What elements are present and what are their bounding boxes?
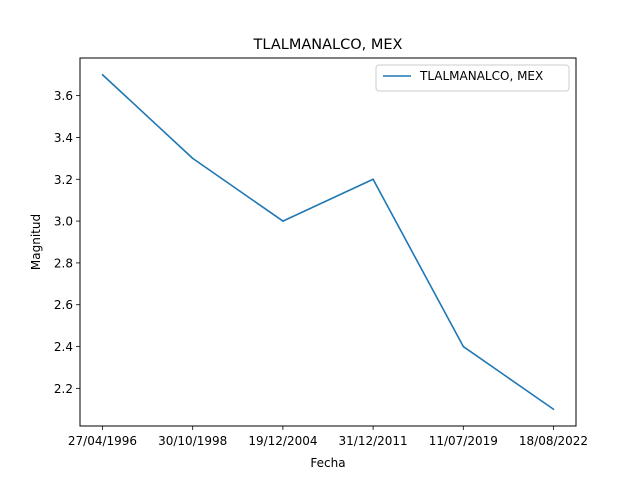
chart-title: TLALMANALCO, MEX xyxy=(253,37,403,53)
x-axis-label: Fecha xyxy=(310,456,345,470)
y-tick-label: 3.0 xyxy=(54,215,73,229)
x-tick-label: 18/08/2022 xyxy=(519,434,588,448)
x-tick-label: 30/10/1998 xyxy=(158,434,227,448)
data-point xyxy=(191,157,194,160)
data-point xyxy=(282,220,284,222)
data-point xyxy=(552,408,555,411)
y-tick-label: 2.6 xyxy=(54,298,73,312)
y-tick-label: 2.4 xyxy=(54,340,73,354)
y-axis: 2.2 2.4 2.6 2.8 3.0 3.2 3.4 3.6 xyxy=(54,89,80,396)
x-axis: 27/04/1996 30/10/1998 19/12/2004 31/12/2011… xyxy=(68,426,588,448)
data-point xyxy=(462,345,465,348)
axes-frame xyxy=(79,57,577,427)
x-tick-label: 31/12/2011 xyxy=(339,434,408,448)
y-tick-label: 2.2 xyxy=(54,382,73,396)
y-tick-label: 2.8 xyxy=(54,256,73,270)
legend-entry-label: TLALMANALCO, MEX xyxy=(419,69,543,83)
data-point xyxy=(101,73,104,76)
series-line xyxy=(101,74,554,410)
y-tick-label: 3.4 xyxy=(54,131,73,145)
legend: TLALMANALCO, MEX xyxy=(375,64,570,92)
x-tick-label: 11/07/2019 xyxy=(429,434,498,448)
data-point xyxy=(372,178,374,181)
y-tick-label: 3.6 xyxy=(54,89,73,103)
plot-area xyxy=(101,73,555,411)
legend-box xyxy=(375,64,570,92)
x-tick-label: 27/04/1996 xyxy=(68,434,137,448)
x-tick-label: 19/12/2004 xyxy=(248,434,317,448)
y-tick-label: 3.2 xyxy=(54,173,73,187)
y-axis-label: Magnitud xyxy=(29,214,43,270)
